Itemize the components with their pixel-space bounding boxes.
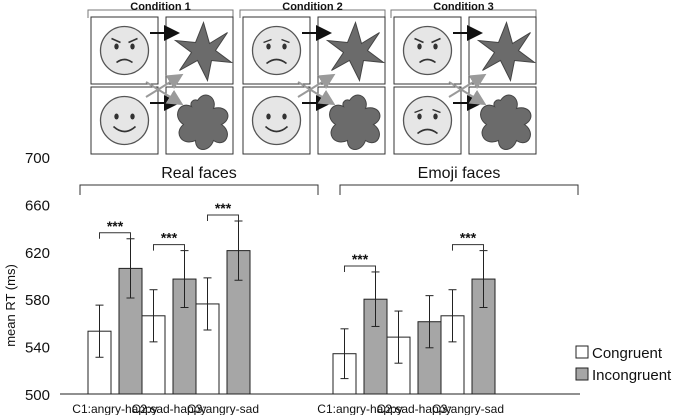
significance-bracket (99, 232, 131, 239)
group-label: Emoji faces (418, 165, 501, 182)
condition-panel-2: Condition 2 (239, 1, 386, 155)
y-tick-label: 700 (25, 150, 50, 167)
condition-panel-3: Condition 3 (390, 1, 537, 155)
face-circle (99, 25, 150, 76)
sad-face-icon (251, 25, 302, 76)
face-eye-right (130, 113, 135, 120)
face-brow-right (281, 38, 290, 44)
group-bracket (339, 184, 579, 195)
face-brow-right (128, 37, 138, 44)
rounded-shape-icon (329, 94, 381, 150)
incongruent-arrow-icon (297, 81, 336, 106)
significance-bracket (153, 244, 185, 251)
incongruent-arrow-icon (448, 81, 487, 106)
x-tick-label: C2:sad-happy (132, 402, 207, 415)
sad-face-icon (402, 95, 453, 146)
face-circle (99, 95, 150, 146)
face-eye-left (266, 113, 271, 120)
face-eye-right (433, 43, 438, 50)
face-brow-left (414, 108, 423, 114)
face-eye-right (282, 113, 287, 120)
face-circle (251, 25, 302, 76)
y-tick-label: 540 (25, 340, 50, 357)
face-brow-right (431, 37, 441, 44)
significance-label: *** (352, 251, 369, 267)
happy-face-icon (99, 95, 150, 146)
rounded-shape-icon (480, 94, 532, 150)
face-eye-right (130, 43, 135, 50)
incongruent-arrow-icon (297, 73, 336, 98)
significance-label: *** (215, 200, 232, 216)
face-mouth (116, 58, 133, 64)
face-circle (402, 95, 453, 146)
group-1: Real faces C1:angry-happy *** C2:sad-happy *… (72, 165, 319, 415)
x-tick-label: C1:angry-happy (317, 402, 402, 415)
condition-panel-1: Condition 1 (87, 1, 234, 155)
incongruent-arrow-icon (448, 73, 487, 98)
condition-bracket (390, 9, 537, 18)
significance-bracket (207, 214, 239, 221)
significance-bracket (452, 244, 484, 251)
x-tick-label: C1:angry-happy (72, 402, 157, 415)
condition-label: Condition 2 (282, 1, 343, 13)
group-bracket (79, 184, 319, 195)
significance-label: *** (107, 218, 124, 234)
face-mouth (266, 58, 287, 65)
face-eye-left (417, 43, 422, 50)
face-eye-left (266, 43, 271, 50)
y-tick-label: 620 (25, 245, 50, 262)
face-eye-right (282, 43, 287, 50)
face-eye-left (114, 43, 119, 50)
face-brow-right (432, 108, 441, 114)
happy-face-icon (251, 95, 302, 146)
face-mouth (419, 58, 436, 64)
x-tick-label: C3:angry-sad (432, 402, 504, 415)
y-tick-label: 660 (25, 197, 50, 214)
significance-label: *** (161, 230, 178, 246)
angry-face-icon (402, 25, 453, 76)
angry-face-icon (99, 25, 150, 76)
significance-bracket (344, 265, 376, 272)
legend-swatch-congruent (575, 345, 589, 359)
condition-bracket (87, 9, 234, 18)
face-brow-left (414, 37, 424, 44)
face-mouth (112, 125, 137, 133)
y-tick-label: 500 (25, 387, 50, 404)
condition-label: Condition 1 (130, 1, 191, 13)
incongruent-arrow-icon (145, 81, 184, 106)
x-tick-label: C2:sad-happy (377, 402, 452, 415)
significance-label: *** (460, 230, 477, 246)
face-brow-left (111, 37, 121, 44)
face-brow-left (263, 38, 272, 44)
x-tick-label: C3:angry-sad (187, 402, 259, 415)
face-mouth (417, 128, 438, 135)
legend-swatch-incongruent (575, 367, 589, 381)
face-eye-left (417, 113, 422, 120)
face-eye-right (433, 113, 438, 120)
face-circle (402, 25, 453, 76)
group-2: Emoji faces C1:angry-happy *** C2:sad-happy… (317, 165, 579, 415)
y-tick-label: 580 (25, 292, 50, 309)
face-circle (251, 95, 302, 146)
face-mouth (264, 125, 289, 133)
condition-label: Condition 3 (433, 1, 494, 13)
rounded-shape-icon (177, 94, 229, 150)
group-label: Real faces (161, 165, 237, 182)
incongruent-arrow-icon (145, 73, 184, 98)
condition-bracket (239, 9, 386, 18)
face-eye-left (114, 113, 119, 120)
legend-label-incongruent: Incongruent (592, 367, 672, 384)
legend: Congruent Incongruent (575, 345, 672, 384)
y-axis-label: mean RT (ms) (3, 264, 18, 347)
legend-label-congruent: Congruent (592, 345, 663, 362)
